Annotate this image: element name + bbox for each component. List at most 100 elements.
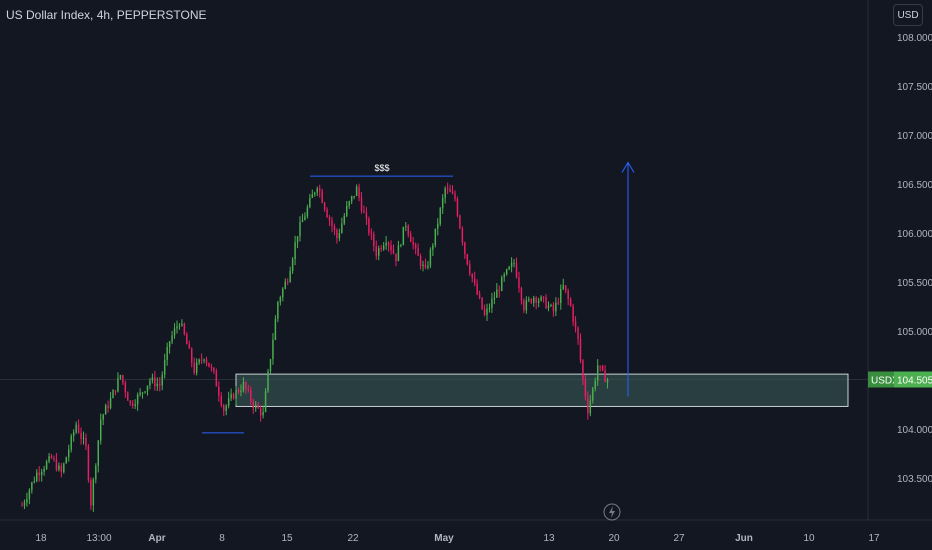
candle-body: [542, 296, 545, 298]
candle-body: [422, 264, 424, 267]
candle-body: [606, 379, 609, 383]
candle-body: [259, 408, 262, 416]
candle: [247, 384, 250, 393]
y-tick-label: 106.500: [897, 180, 932, 191]
candle: [343, 213, 346, 226]
candle-body: [400, 245, 402, 247]
candle-body: [80, 432, 82, 439]
candle-body: [513, 262, 515, 264]
candle: [540, 295, 542, 302]
candle: [348, 200, 350, 209]
candle-body: [503, 274, 505, 278]
candle: [26, 492, 28, 507]
y-tick-label: 105.500: [897, 278, 932, 289]
candle-body: [528, 299, 530, 301]
candle: [432, 243, 434, 257]
equal-highs-label: $$$: [374, 163, 389, 173]
candle: [109, 392, 112, 410]
candle-body: [407, 225, 409, 235]
candle-body: [63, 463, 65, 473]
candle-body: [198, 359, 200, 363]
candle-body: [299, 222, 301, 237]
candle: [355, 184, 358, 197]
candle: [314, 191, 316, 197]
candle: [449, 184, 451, 193]
candle-body: [437, 223, 439, 229]
grid: [0, 0, 932, 521]
y-tick-label: 103.500: [897, 474, 932, 485]
candle-body: [510, 262, 513, 267]
candle-body: [72, 432, 75, 436]
candle-body: [397, 245, 400, 262]
candle: [400, 243, 402, 248]
x-tick-label: Apr: [148, 533, 165, 544]
candle: [225, 404, 227, 416]
candle: [592, 386, 594, 404]
candle: [193, 357, 195, 375]
candle: [102, 413, 104, 426]
candle: [259, 405, 262, 422]
candle: [200, 353, 203, 364]
candle-body: [567, 290, 569, 300]
candle: [582, 359, 584, 386]
candle-body: [346, 205, 348, 216]
candle-body: [107, 405, 109, 408]
candle: [58, 462, 60, 472]
candle: [385, 236, 387, 250]
candle-body: [122, 375, 124, 383]
candle: [594, 377, 596, 392]
candle-body: [109, 398, 112, 408]
candle-body: [144, 391, 146, 393]
candle-body: [333, 226, 336, 231]
candle-body: [286, 281, 289, 283]
candle: [237, 387, 240, 395]
y-tick-label: 107.500: [897, 82, 932, 93]
candle-body: [427, 265, 429, 268]
candle: [483, 304, 486, 317]
candle: [304, 212, 306, 221]
candle-body: [385, 242, 387, 246]
currency-button[interactable]: USD: [893, 4, 923, 26]
candle: [183, 322, 186, 336]
symbol-label: USDX: [871, 376, 899, 387]
candle-body: [446, 188, 449, 190]
candle: [90, 477, 92, 510]
candle: [48, 453, 50, 464]
candle: [257, 401, 259, 409]
candle-body: [518, 277, 520, 289]
candle-body: [176, 326, 178, 329]
candle: [309, 193, 311, 209]
lightning-icon[interactable]: [603, 503, 621, 521]
symbol-badge: [868, 371, 894, 388]
candle-body: [55, 459, 58, 470]
candle-body: [227, 398, 230, 406]
candle: [65, 456, 68, 464]
candle-body: [230, 394, 232, 399]
candle: [471, 273, 473, 283]
candle: [417, 243, 419, 256]
candle: [173, 323, 176, 339]
candle-body: [360, 197, 363, 211]
candle: [117, 372, 119, 393]
candle: [208, 362, 210, 368]
candle: [171, 330, 173, 345]
candle-body: [277, 301, 279, 319]
candle: [368, 216, 370, 236]
candle: [569, 297, 572, 307]
y-tick-label: 108.000: [897, 33, 932, 44]
candle: [439, 206, 441, 227]
candle-body: [318, 188, 321, 192]
candle: [493, 291, 496, 305]
candle-body: [454, 193, 456, 200]
candle: [264, 388, 267, 413]
candle: [282, 287, 284, 302]
candle: [72, 429, 75, 442]
candle: [469, 260, 471, 276]
candle: [402, 226, 405, 246]
candle-body: [599, 365, 601, 367]
candle: [213, 367, 215, 374]
candle: [254, 400, 257, 412]
candle: [542, 296, 545, 303]
candle-body: [363, 210, 365, 213]
